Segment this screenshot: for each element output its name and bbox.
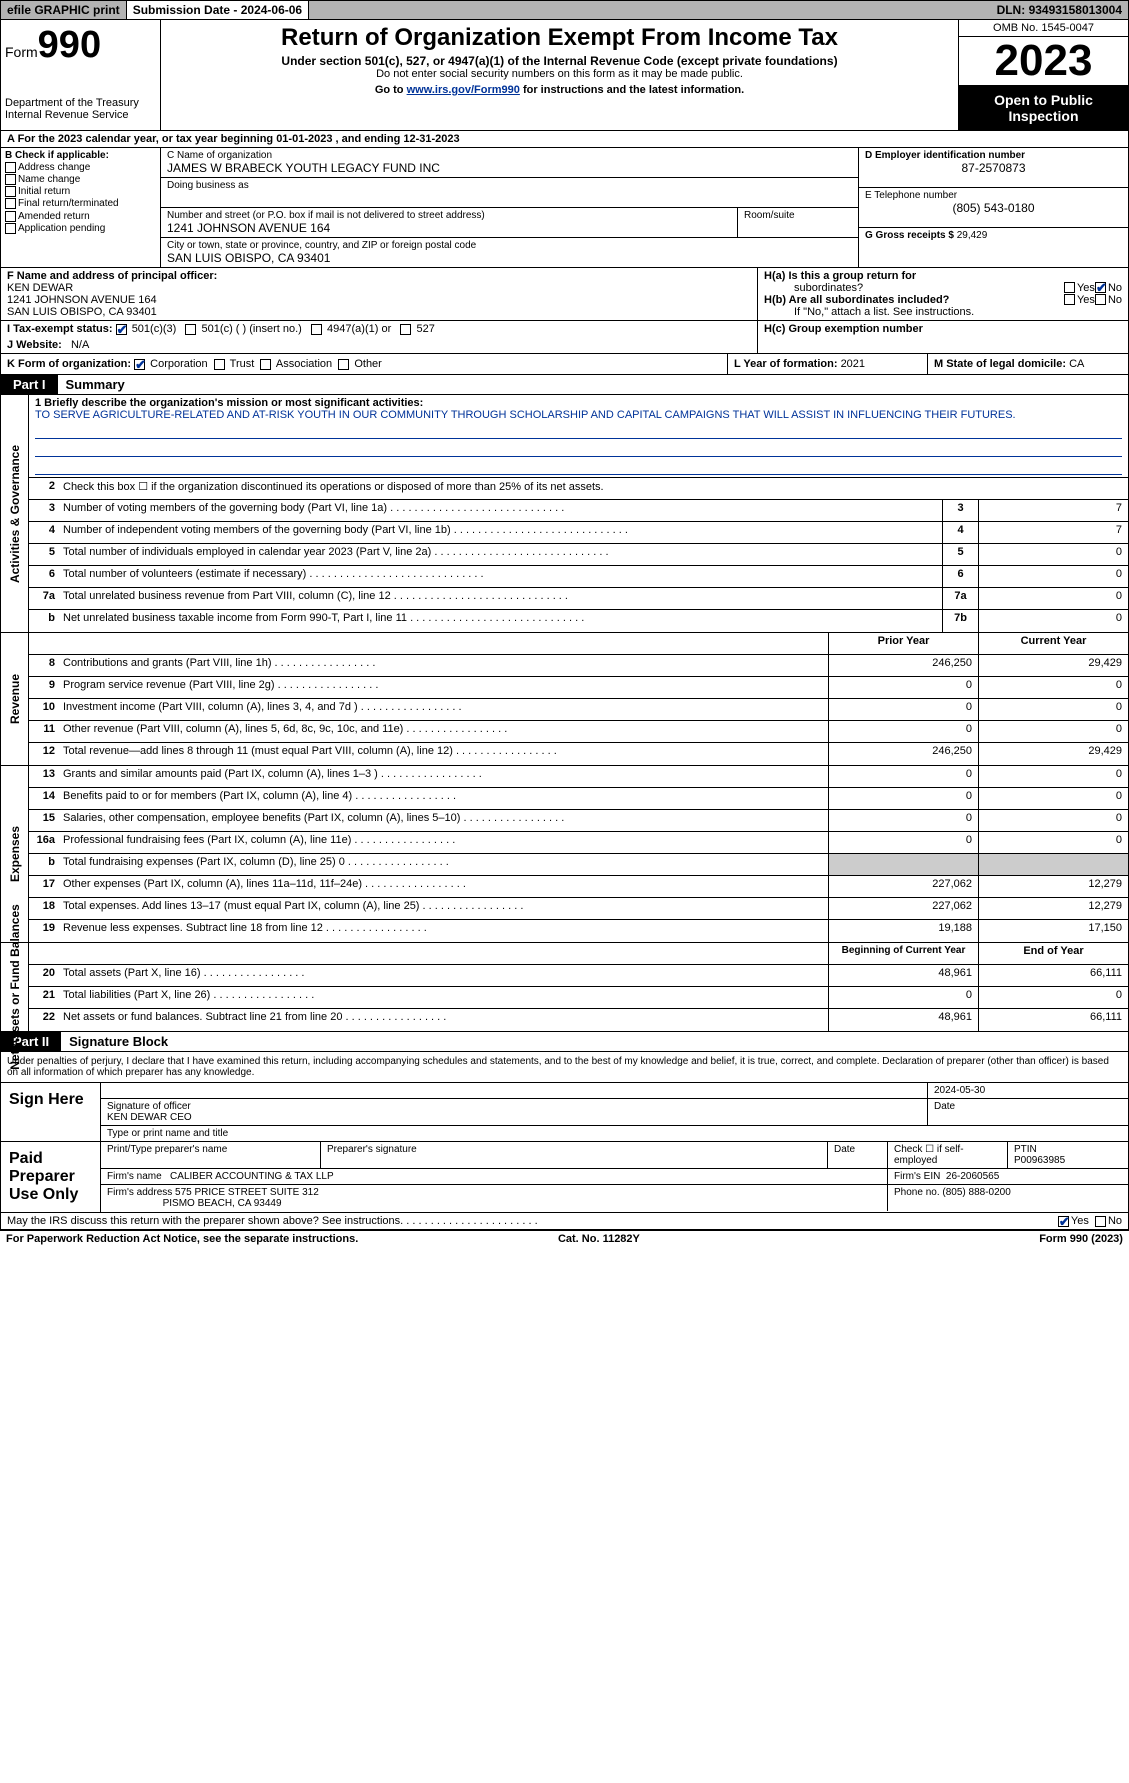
org-name: JAMES W BRABECK YOUTH LEGACY FUND INC [167,161,852,175]
org-city: SAN LUIS OBISPO, CA 93401 [167,251,852,265]
net-assets: Net Assets or Fund Balances Beginning of… [0,943,1129,1032]
firm-ein: 26-2060565 [946,1171,999,1182]
declaration: Under penalties of perjury, I declare th… [0,1052,1129,1083]
topbar: efile GRAPHIC print Submission Date - 20… [0,0,1129,20]
ein: 87-2570873 [865,161,1122,175]
org-street: 1241 JOHNSON AVENUE 164 [167,221,731,235]
section-b-to-g: B Check if applicable: Address change Na… [0,148,1129,268]
gross-receipts: 29,429 [957,230,988,241]
tax-year: 2023 [959,37,1128,86]
form-header: Form990 Department of the Treasury Inter… [0,20,1129,131]
submission-date: 2024-06-06 [241,3,302,17]
website: N/A [71,339,89,351]
efile-label: efile [7,3,31,17]
sign-here: Sign Here 2024-05-30 Signature of office… [0,1083,1129,1142]
line-a-period: A For the 2023 calendar year, or tax yea… [0,131,1129,148]
paid-preparer: Paid Preparer Use Only Print/Type prepar… [0,1142,1129,1213]
row-k-l-m: K Form of organization: Corporation Trus… [0,354,1129,375]
expenses: Expenses 13Grants and similar amounts pa… [0,766,1129,943]
omb-number: OMB No. 1545-0047 [959,20,1128,37]
page-footer: For Paperwork Reduction Act Notice, see … [0,1230,1129,1247]
firm-phone: (805) 888-0200 [942,1187,1010,1198]
form-title: Return of Organization Exempt From Incom… [169,24,950,52]
officer-sig: KEN DEWAR CEO [107,1112,921,1123]
mission-text: TO SERVE AGRICULTURE-RELATED AND AT-RISK… [35,409,1122,421]
officer-name: KEN DEWAR [7,282,751,294]
revenue: Revenue Prior YearCurrent Year 8Contribu… [0,633,1129,766]
part-1-header: Part I Summary [0,375,1129,395]
dln-value: 93493158013004 [1029,3,1122,17]
discuss-row: May the IRS discuss this return with the… [0,1213,1129,1230]
irs-link[interactable]: www.irs.gov/Form990 [407,84,520,96]
domicile: CA [1069,358,1084,370]
year-formation: 2021 [841,358,865,370]
phone: (805) 543-0180 [865,201,1122,215]
part-2-header: Part II Signature Block [0,1032,1129,1052]
ptin: P00963985 [1014,1155,1122,1166]
form-number: 990 [38,24,101,66]
dept-treasury: Department of the Treasury Internal Reve… [5,97,156,121]
firm-name: CALIBER ACCOUNTING & TAX LLP [170,1171,334,1182]
open-inspection: Open to Public Inspection [959,86,1128,130]
row-i-j: I Tax-exempt status: 501(c)(3) 501(c) ( … [0,321,1129,354]
row-f-h: F Name and address of principal officer:… [0,268,1129,321]
activities-governance: Activities & Governance 1 Briefly descri… [0,395,1129,633]
